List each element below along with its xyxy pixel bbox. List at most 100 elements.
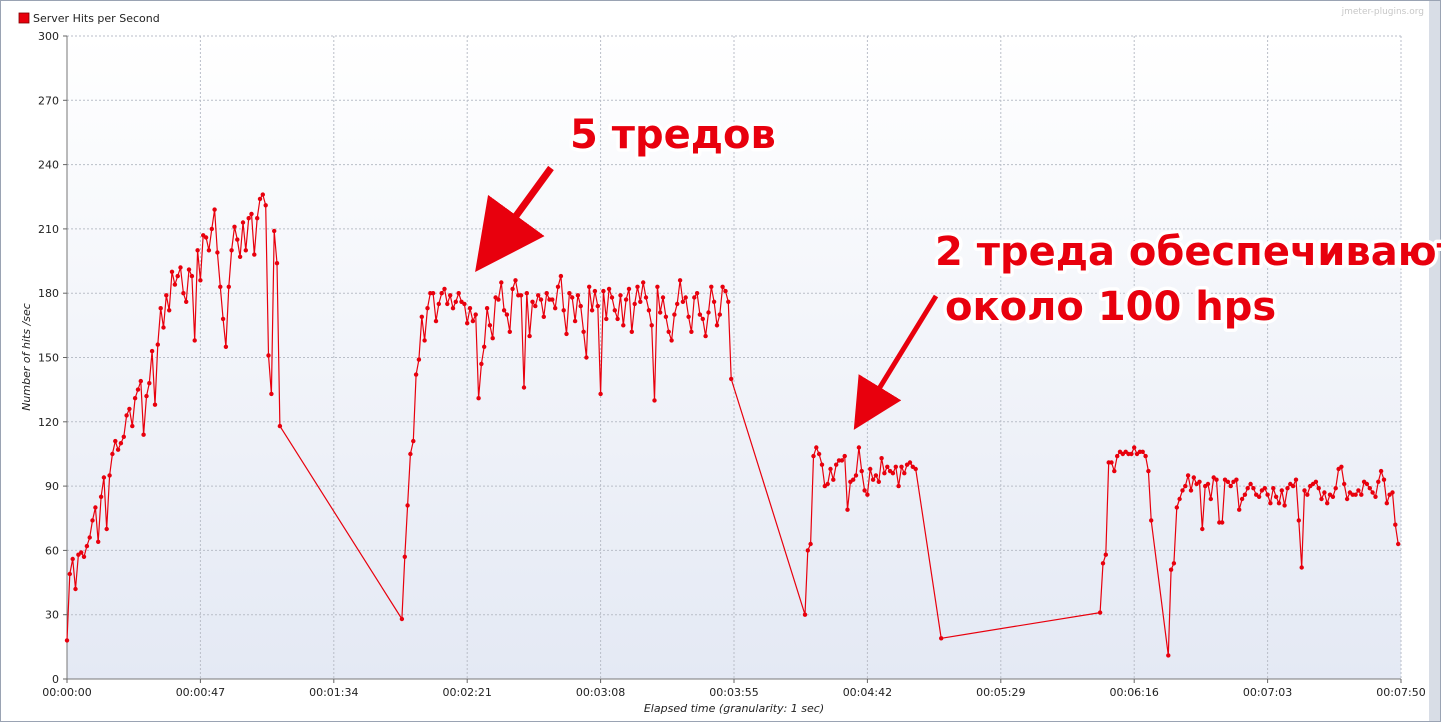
data-point[interactable] [692, 295, 697, 300]
data-point[interactable] [1276, 501, 1282, 506]
data-point[interactable] [453, 299, 458, 304]
data-point[interactable] [113, 438, 118, 444]
data-point[interactable] [1333, 486, 1338, 491]
data-point[interactable] [64, 638, 70, 643]
data-point[interactable] [104, 526, 109, 532]
data-point[interactable] [1245, 486, 1250, 491]
data-point[interactable] [626, 286, 632, 292]
data-point[interactable] [240, 220, 246, 225]
data-point[interactable] [1200, 526, 1205, 532]
data-point[interactable] [870, 477, 876, 482]
data-point[interactable] [1393, 522, 1398, 527]
data-point[interactable] [158, 306, 163, 311]
data-point[interactable] [655, 284, 660, 289]
data-point[interactable] [470, 318, 476, 324]
data-point[interactable] [1208, 496, 1214, 502]
data-point[interactable] [203, 235, 209, 240]
data-point[interactable] [1132, 445, 1137, 450]
data-point[interactable] [658, 310, 663, 315]
data-point[interactable] [1273, 494, 1279, 499]
data-point[interactable] [530, 299, 535, 304]
data-point[interactable] [1220, 520, 1225, 525]
data-point[interactable] [635, 284, 640, 289]
data-point[interactable] [184, 299, 189, 304]
data-point[interactable] [175, 273, 180, 279]
data-point[interactable] [223, 344, 229, 349]
data-point[interactable] [882, 471, 887, 476]
data-point[interactable] [167, 308, 172, 313]
data-point[interactable] [1103, 552, 1109, 557]
data-point[interactable] [1370, 490, 1375, 495]
data-point[interactable] [893, 464, 898, 469]
data-point[interactable] [1237, 507, 1242, 512]
data-point[interactable] [169, 269, 175, 274]
data-point[interactable] [587, 284, 592, 289]
data-point[interactable] [425, 306, 430, 311]
data-point[interactable] [939, 636, 944, 641]
data-point[interactable] [433, 318, 439, 324]
data-point[interactable] [510, 286, 515, 292]
data-point[interactable] [467, 306, 473, 311]
data-point[interactable] [1279, 488, 1285, 493]
data-point[interactable] [1097, 610, 1103, 615]
data-point[interactable] [218, 284, 223, 289]
data-point[interactable] [609, 295, 615, 300]
data-point[interactable] [706, 310, 711, 315]
data-point[interactable] [132, 396, 138, 401]
data-point[interactable] [805, 548, 810, 553]
data-point[interactable] [445, 301, 450, 307]
data-point[interactable] [1251, 486, 1256, 491]
data-point[interactable] [1168, 567, 1174, 572]
data-point[interactable] [1293, 477, 1299, 482]
data-point[interactable] [1188, 488, 1194, 493]
data-point[interactable] [1234, 477, 1239, 482]
data-point[interactable] [672, 312, 677, 317]
data-point[interactable] [269, 391, 274, 397]
data-point[interactable] [873, 473, 879, 478]
data-point[interactable] [513, 278, 518, 283]
data-point[interactable] [439, 291, 444, 296]
data-point[interactable] [1115, 453, 1120, 459]
data-point[interactable] [490, 336, 495, 341]
data-point[interactable] [686, 314, 691, 319]
data-point[interactable] [632, 301, 637, 307]
data-point[interactable] [615, 316, 620, 322]
data-point[interactable] [220, 316, 226, 322]
data-point[interactable] [1197, 479, 1202, 484]
data-point[interactable] [1344, 496, 1350, 502]
data-point[interactable] [913, 466, 918, 472]
data-point[interactable] [606, 286, 612, 292]
data-point[interactable] [149, 348, 155, 354]
data-point[interactable] [1256, 494, 1262, 499]
data-point[interactable] [555, 284, 561, 289]
data-point[interactable] [1180, 488, 1185, 493]
data-point[interactable] [237, 254, 243, 259]
data-point[interactable] [584, 355, 589, 360]
data-point[interactable] [141, 432, 146, 437]
data-point[interactable] [853, 473, 859, 478]
data-point[interactable] [729, 376, 734, 382]
data-point[interactable] [147, 381, 152, 386]
data-point[interactable] [235, 237, 240, 242]
data-point[interactable] [1305, 492, 1310, 497]
data-point[interactable] [652, 398, 657, 403]
data-point[interactable] [802, 612, 808, 617]
data-point[interactable] [885, 464, 890, 469]
data-point[interactable] [536, 293, 541, 298]
data-point[interactable] [79, 550, 84, 555]
data-point[interactable] [524, 291, 529, 296]
data-point[interactable] [206, 248, 212, 253]
data-point[interactable] [442, 286, 447, 292]
data-point[interactable] [1356, 488, 1361, 493]
data-point[interactable] [70, 556, 75, 562]
data-point[interactable] [726, 299, 731, 304]
data-point[interactable] [277, 423, 283, 429]
data-point[interactable] [669, 338, 674, 343]
data-point[interactable] [1239, 496, 1245, 502]
data-point[interactable] [226, 284, 231, 289]
data-point[interactable] [496, 297, 501, 302]
data-point[interactable] [711, 299, 717, 304]
data-point[interactable] [127, 406, 132, 412]
data-point[interactable] [541, 314, 546, 319]
data-point[interactable] [581, 329, 586, 334]
